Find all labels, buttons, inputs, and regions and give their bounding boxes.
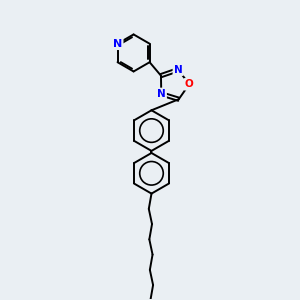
Text: N: N	[174, 65, 183, 75]
Text: N: N	[113, 39, 122, 49]
Text: N: N	[157, 89, 166, 99]
Text: O: O	[185, 79, 194, 89]
